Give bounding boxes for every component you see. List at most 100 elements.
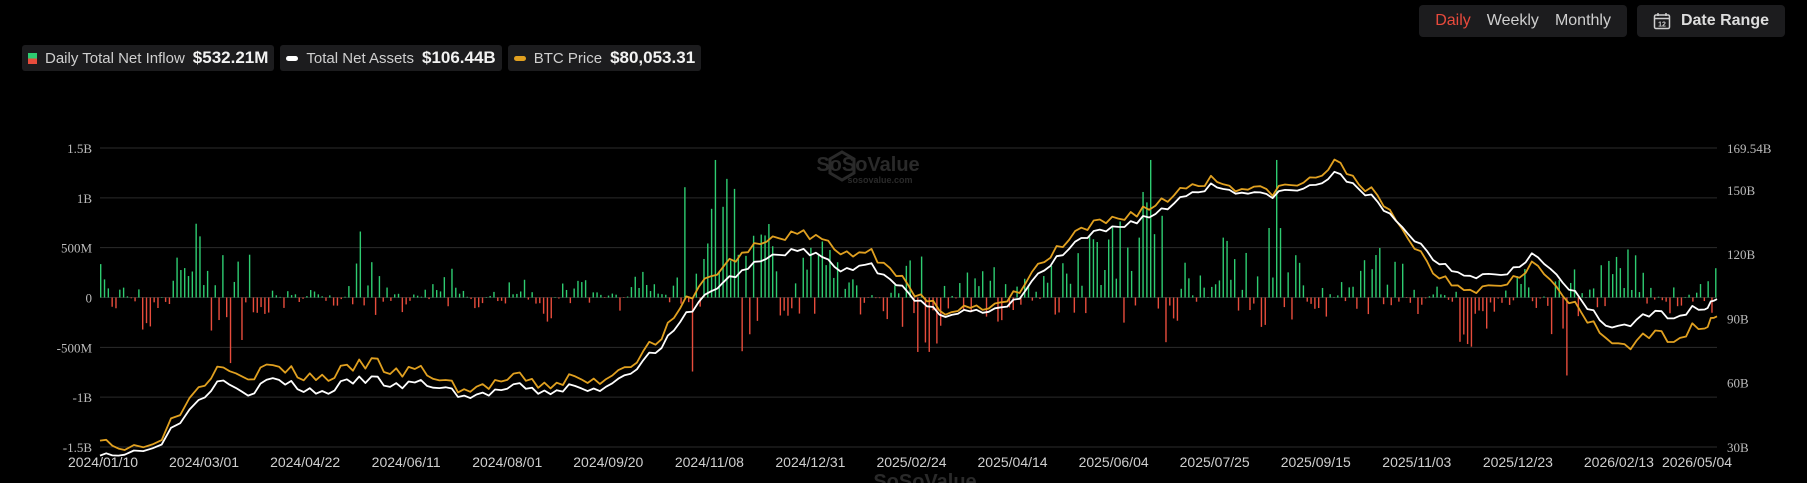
inflow-bar xyxy=(1646,297,1648,304)
inflow-bar xyxy=(783,297,785,311)
inflow-bar xyxy=(1245,252,1247,298)
inflow-bar xyxy=(310,290,312,298)
inflow-bar xyxy=(680,297,682,304)
btc-swatch-icon xyxy=(513,55,526,61)
legend-inflow-value: $532.21M xyxy=(192,48,269,67)
inflow-bar xyxy=(829,250,831,298)
inflow-bar xyxy=(268,297,270,313)
inflow-bar xyxy=(604,297,606,298)
inflow-bar xyxy=(371,262,373,298)
inflow-bar xyxy=(1138,237,1140,298)
inflow-bar xyxy=(733,188,736,298)
inflow-bar xyxy=(1340,282,1343,298)
legend-btc[interactable]: BTC Price $80,053.31 xyxy=(507,45,702,71)
inflow-bar xyxy=(817,253,820,298)
inflow-bar xyxy=(336,297,339,306)
inflow-bar xyxy=(401,297,404,313)
inflow-bar xyxy=(1111,225,1114,298)
y-left-tick-label: -1.5B xyxy=(63,440,93,455)
inflow-bar xyxy=(856,285,858,298)
legend-assets[interactable]: Total Net Assets $106.44B xyxy=(280,45,502,71)
inflow-bar xyxy=(619,297,621,311)
inflow-bar xyxy=(867,297,869,298)
inflow-bar xyxy=(649,291,652,298)
inflow-bar xyxy=(630,287,633,298)
inflow-bar xyxy=(1409,297,1412,303)
inflow-bar xyxy=(886,297,888,320)
inflow-bar xyxy=(699,297,701,307)
inflow-bar xyxy=(989,280,992,298)
inflow-bar xyxy=(218,297,220,321)
period-weekly-button[interactable]: Weekly xyxy=(1486,12,1539,29)
inflow-bar xyxy=(1654,297,1656,300)
x-tick-label: 2024/01/10 xyxy=(68,454,138,470)
inflow-bar xyxy=(241,297,243,340)
watermark-logo-icon xyxy=(828,150,856,182)
inflow-bar xyxy=(1585,297,1587,298)
inflow-bar xyxy=(466,296,468,298)
inflow-bar xyxy=(508,282,510,298)
inflow-bar xyxy=(806,269,808,298)
inflow-bar xyxy=(1276,159,1278,298)
inflow-bar xyxy=(810,247,812,298)
inflow-bar xyxy=(447,297,449,307)
inflow-bar xyxy=(1692,297,1694,302)
date-range-button[interactable]: 12 Date Range xyxy=(1636,5,1785,37)
inflow-bar xyxy=(287,291,289,298)
period-monthly-button[interactable]: Monthly xyxy=(1554,12,1611,29)
inflow-bar xyxy=(554,297,556,298)
inflow-bar xyxy=(1665,297,1667,302)
assets-swatch-icon xyxy=(286,55,299,61)
inflow-bar xyxy=(458,293,461,298)
inflow-bar xyxy=(1592,288,1595,298)
inflow-bar xyxy=(1661,297,1664,301)
inflow-bar xyxy=(1447,297,1450,300)
inflow-bar xyxy=(1642,272,1644,298)
y-left-tick-label: -1B xyxy=(73,390,93,405)
inflow-bar xyxy=(1256,276,1259,298)
inflow-bar xyxy=(730,260,732,298)
inflow-bar xyxy=(191,271,194,298)
inflow-bar xyxy=(588,297,591,303)
inflow-bar xyxy=(500,297,503,301)
inflow-bar xyxy=(1371,269,1373,298)
inflow-bar xyxy=(394,294,396,298)
inflow-bar xyxy=(1119,221,1121,298)
x-tick-label: 2025/07/25 xyxy=(1180,454,1250,470)
inflow-bar xyxy=(210,297,213,331)
inflow-bar xyxy=(1268,227,1270,298)
inflow-bar xyxy=(741,297,743,352)
inflow-bar xyxy=(798,297,801,314)
inflow-bar xyxy=(252,297,255,313)
inflow-bar xyxy=(245,297,247,303)
legend-inflow[interactable]: Daily Total Net Inflow $532.21M xyxy=(22,45,275,71)
y-left-tick-label: 1.5B xyxy=(67,141,92,156)
inflow-bar xyxy=(1260,297,1263,327)
inflow-bar xyxy=(1604,297,1606,307)
inflow-bar xyxy=(1295,255,1297,298)
inflow-bar xyxy=(1157,297,1160,309)
legend-assets-label: Total Net Assets xyxy=(306,49,414,67)
inflow-bar xyxy=(1127,247,1129,298)
inflow-bar xyxy=(1417,297,1419,314)
period-daily-button[interactable]: Daily xyxy=(1435,12,1471,29)
inflow-bar xyxy=(1432,294,1434,298)
inflow-bar xyxy=(1394,261,1396,298)
inflow-bar xyxy=(1283,297,1286,308)
inflow-bar xyxy=(531,292,533,298)
inflow-bar xyxy=(1497,297,1499,299)
inflow-bar xyxy=(1004,284,1007,298)
inflow-bar xyxy=(348,286,350,298)
x-tick-label: 2025/04/14 xyxy=(978,454,1048,470)
inflow-bar xyxy=(443,277,446,298)
inflow-bar xyxy=(1222,237,1224,298)
inflow-bar xyxy=(256,297,258,313)
inflow-bar xyxy=(1249,297,1251,311)
inflow-bar xyxy=(985,297,988,317)
inflow-swatch-icon xyxy=(28,52,37,64)
inflow-bar xyxy=(749,297,751,335)
y-right-tick-label: 120B xyxy=(1727,247,1756,262)
inflow-bar xyxy=(565,289,568,298)
inflow-bar xyxy=(1062,263,1064,298)
